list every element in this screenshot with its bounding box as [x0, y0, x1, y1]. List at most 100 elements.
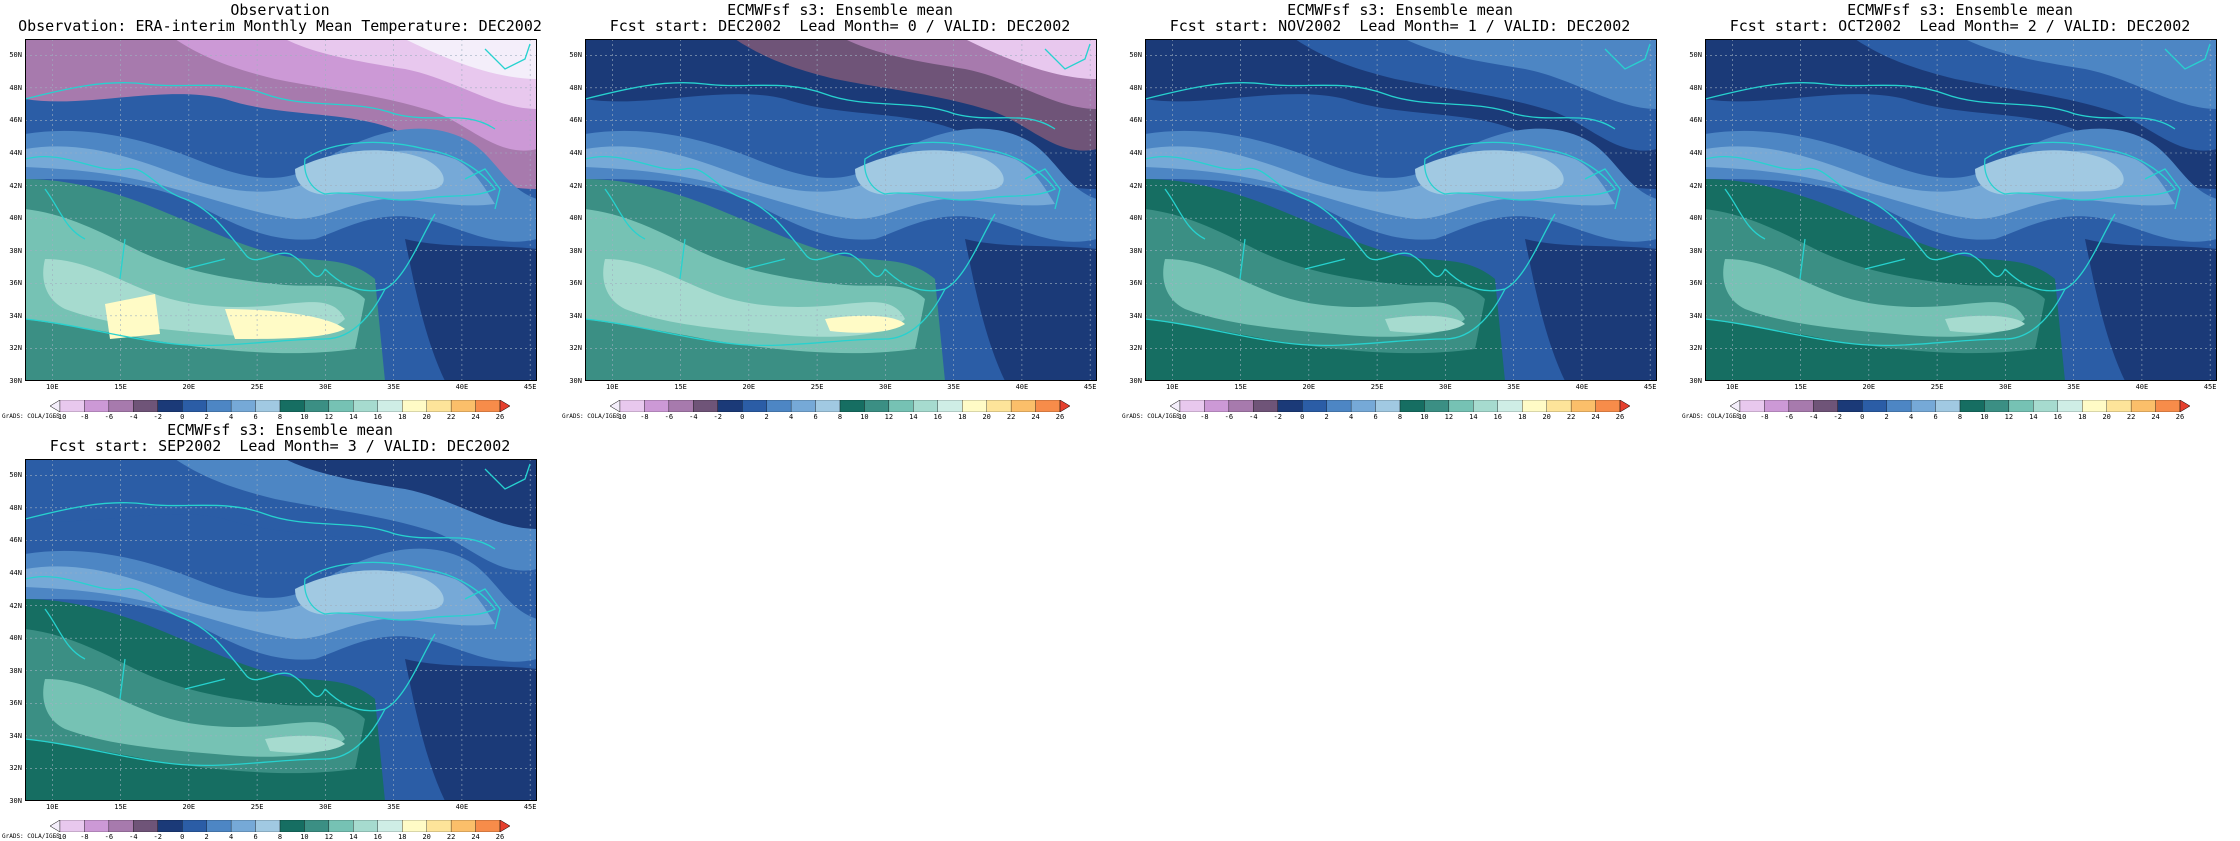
colorbar-svg	[50, 820, 510, 832]
colorbar-level-label: 14	[2029, 413, 2038, 421]
colorbar-level-label: 6	[813, 413, 818, 421]
colorbar-level-label: 18	[1518, 413, 1527, 421]
lat-tick-label: 38N	[9, 246, 22, 255]
colorbar-level-label: -2	[153, 413, 162, 421]
panel-subtitle: Observation: ERA-interim Monthly Mean Te…	[18, 17, 542, 35]
colorbar-level-label: 22	[1006, 413, 1016, 421]
lat-tick-label: 46N	[1689, 116, 1702, 125]
colorbar-level-label: -6	[1784, 413, 1794, 421]
map-panel: Observation Observation: ERA-interim Mont…	[0, 0, 560, 422]
lat-tick-label: 32N	[569, 344, 582, 353]
temperature-map	[585, 39, 1097, 381]
colorbar-level-label: 2	[204, 413, 209, 421]
lat-tick-label: 38N	[1129, 246, 1142, 255]
lon-tick-label: 40E	[455, 383, 469, 391]
lat-tick-label: 32N	[9, 764, 22, 773]
colorbar-level-label: 16	[933, 413, 942, 421]
lat-tick-label: 48N	[1129, 83, 1142, 92]
colorbar	[50, 400, 510, 412]
colorbar-level-label: 2	[1884, 413, 1889, 421]
colorbar	[1730, 400, 2190, 412]
colorbar	[1170, 400, 1630, 412]
colorbar-level-label: 24	[471, 833, 480, 841]
lat-tick-label: 46N	[9, 536, 22, 545]
lon-tick-label: 30E	[319, 383, 332, 391]
lat-tick-label: 34N	[569, 311, 582, 320]
lon-tick-label: 15E	[1234, 383, 1247, 391]
lat-tick-label: 36N	[1129, 279, 1142, 288]
colorbar-level-label: -10	[1733, 413, 1747, 421]
colorbar-level-label: 16	[2053, 413, 2062, 421]
lat-tick-label: 44N	[9, 569, 22, 577]
colorbar-level-label: -2	[1273, 413, 1282, 421]
lon-tick-label: 35E	[947, 383, 960, 391]
colorbar-level-label: 14	[1469, 413, 1478, 421]
lon-tick-label: 10E	[605, 383, 619, 391]
colorbar-level-label: 18	[2078, 413, 2087, 421]
lat-tick-label: 42N	[1689, 181, 1702, 190]
lat-tick-label: 34N	[9, 311, 22, 320]
lon-tick-label: 15E	[1794, 383, 1807, 391]
lat-tick-label: 40N	[9, 634, 22, 643]
colorbar-level-label: -2	[713, 413, 722, 421]
colorbar-level-label: -10	[1173, 413, 1187, 421]
lon-tick-label: 40E	[455, 803, 469, 811]
temperature-map	[1705, 39, 2217, 381]
colorbar-level-label: 12	[1444, 413, 1454, 421]
lat-tick-label: 42N	[569, 181, 582, 190]
colorbar-level-label: 14	[349, 413, 358, 421]
colorbar-level-label: 20	[1542, 413, 1551, 421]
colorbar-level-label: 20	[422, 833, 431, 841]
lon-tick-label: 15E	[114, 803, 127, 811]
colorbar-level-label: -2	[1833, 413, 1842, 421]
colorbar-level-label: -4	[1249, 413, 1258, 421]
lat-tick-label: 36N	[1689, 279, 1702, 288]
lat-tick-label: 30N	[569, 377, 582, 385]
colorbar-level-label: 22	[1566, 413, 1576, 421]
colorbar-level-label: -4	[129, 833, 138, 841]
panel-title: Observation	[230, 1, 330, 19]
lat-tick-label: 42N	[9, 181, 22, 190]
lon-tick-label: 25E	[250, 803, 264, 811]
colorbar-level-label: 10	[860, 413, 869, 421]
panel-title: ECMWFsf s3: Ensemble mean	[1847, 1, 2073, 19]
map-svg	[1145, 39, 1657, 381]
colorbar-level-label: -8	[1760, 413, 1769, 421]
lon-tick-label: 10E	[1165, 383, 1179, 391]
colorbar-level-label: 6	[1373, 413, 1378, 421]
colorbar-level-label: -8	[80, 413, 89, 421]
colorbar-level-label: 2	[1324, 413, 1329, 421]
lat-tick-label: 50N	[1129, 51, 1142, 60]
colorbar	[610, 400, 1070, 412]
colorbar-level-label: -10	[613, 413, 627, 421]
grads-credit: GrADS: COLA/IGES	[2, 413, 60, 420]
colorbar-level-label: 10	[1420, 413, 1429, 421]
colorbar-level-label: 16	[373, 413, 382, 421]
lon-tick-label: 25E	[1930, 383, 1944, 391]
lat-tick-label: 44N	[569, 149, 582, 157]
colorbar-level-label: 20	[422, 413, 431, 421]
colorbar-svg	[1730, 400, 2190, 412]
lat-tick-label: 36N	[9, 699, 22, 708]
lat-tick-label: 46N	[1129, 116, 1142, 125]
lon-tick-label: 15E	[114, 383, 127, 391]
colorbar-level-label: 24	[2151, 413, 2160, 421]
colorbar-level-label: -8	[80, 833, 89, 841]
colorbar-level-label: 18	[958, 413, 967, 421]
colorbar-level-label: 22	[446, 413, 456, 421]
lat-tick-label: 38N	[569, 246, 582, 255]
colorbar-level-label: 10	[300, 833, 309, 841]
lat-tick-label: 48N	[1689, 83, 1702, 92]
lat-tick-label: 46N	[569, 116, 582, 125]
colorbar-level-label: -6	[664, 413, 674, 421]
colorbar-level-label: -2	[153, 833, 162, 841]
lat-tick-label: 38N	[9, 666, 22, 675]
lat-tick-label: 36N	[569, 279, 582, 288]
lon-tick-label: 25E	[810, 383, 824, 391]
lat-tick-label: 42N	[9, 601, 22, 610]
lat-tick-label: 32N	[1129, 344, 1142, 353]
lon-tick-label: 45E	[2203, 383, 2217, 391]
colorbar-level-label: -10	[53, 413, 67, 421]
lon-tick-label: 35E	[2067, 383, 2080, 391]
colorbar-level-label: 0	[740, 413, 745, 421]
